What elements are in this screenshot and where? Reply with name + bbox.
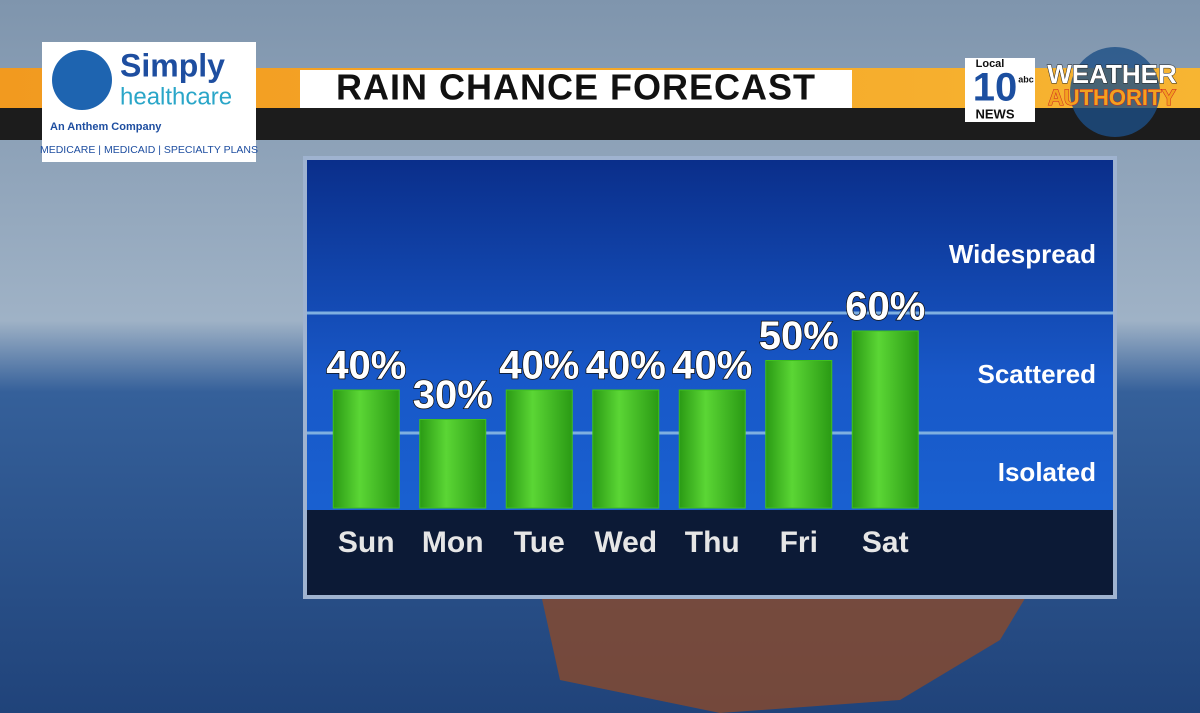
bar bbox=[419, 419, 487, 509]
station-number: 10 bbox=[973, 66, 1018, 110]
x-tick-label: Sat bbox=[862, 526, 909, 559]
title-box bbox=[300, 70, 852, 108]
x-tick-label: Fri bbox=[780, 526, 818, 559]
x-tick-label: Thu bbox=[685, 526, 740, 559]
station-network: abc bbox=[1018, 74, 1034, 84]
bar bbox=[332, 389, 400, 509]
sponsor-icon bbox=[52, 50, 112, 110]
x-tick-label: Tue bbox=[514, 526, 565, 559]
value-label: 30% bbox=[413, 373, 493, 417]
bar bbox=[678, 389, 746, 509]
value-label: 40% bbox=[672, 344, 752, 388]
value-label: 60% bbox=[845, 285, 925, 329]
value-label: 40% bbox=[326, 344, 406, 388]
station-top: Local bbox=[976, 58, 1005, 70]
land bbox=[540, 590, 1030, 713]
x-tick-label: Mon bbox=[422, 526, 484, 559]
value-label: 50% bbox=[759, 314, 839, 358]
band-label: Scattered bbox=[978, 359, 1097, 389]
sponsor-tagline: An Anthem Company bbox=[50, 121, 162, 133]
bar bbox=[851, 330, 919, 509]
weather-logo-1: WEATHER bbox=[1047, 59, 1177, 89]
label-strip bbox=[307, 510, 1113, 595]
sponsor-plans: MEDICARE | MEDICAID | SPECIALTY PLANS bbox=[40, 144, 258, 156]
sponsor-name: Simply bbox=[120, 47, 225, 83]
value-label: 40% bbox=[586, 344, 666, 388]
bar bbox=[592, 389, 660, 509]
station-logo bbox=[965, 58, 1035, 122]
x-tick-label: Sun bbox=[338, 526, 395, 559]
x-tick-label: Wed bbox=[594, 526, 657, 559]
bar bbox=[765, 360, 833, 509]
band-label: Isolated bbox=[998, 457, 1096, 487]
weather-logo-2: AUTHORITY bbox=[1048, 85, 1177, 110]
station-bottom: NEWS bbox=[976, 106, 1015, 121]
chart-title: RAIN CHANCE FORECAST bbox=[336, 67, 816, 108]
weather-logo-dial bbox=[1070, 47, 1160, 137]
band-label: Widespread bbox=[949, 239, 1096, 269]
value-label: 40% bbox=[499, 344, 579, 388]
bar bbox=[505, 389, 573, 509]
sponsor-name-2: healthcare bbox=[120, 83, 232, 110]
